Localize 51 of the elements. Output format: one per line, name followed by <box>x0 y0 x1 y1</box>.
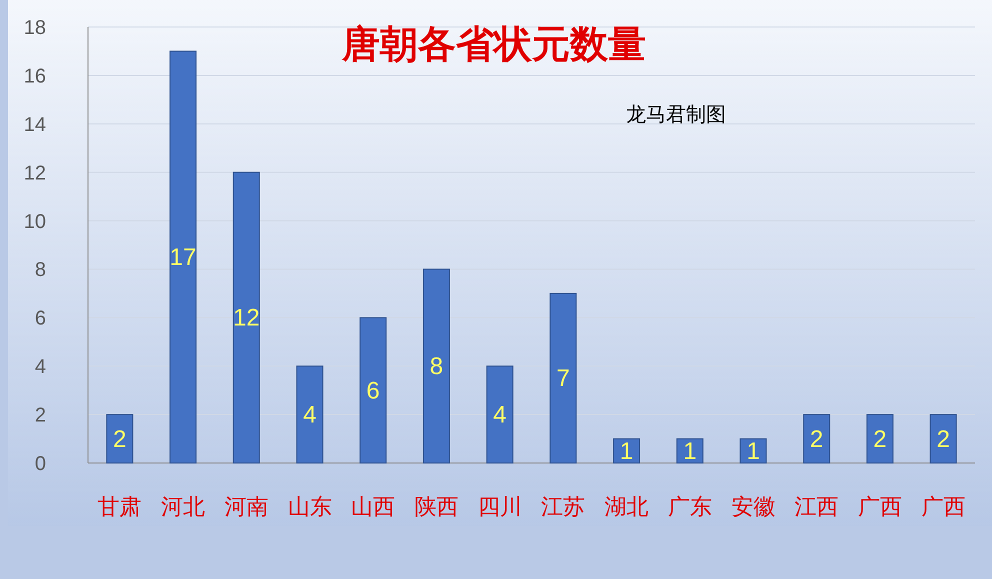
y-tick-label: 16 <box>24 65 46 88</box>
data-label: 4 <box>493 402 506 429</box>
bar <box>232 172 260 464</box>
x-tick-label: 山东 <box>288 494 332 519</box>
data-label: 2 <box>873 426 887 453</box>
data-label: 4 <box>303 402 316 429</box>
y-tick-label: 4 <box>34 356 46 378</box>
x-tick-label: 广西 <box>921 494 966 519</box>
data-label: 1 <box>746 438 760 465</box>
y-tick-label: 0 <box>34 453 46 475</box>
x-tick-label: 四川 <box>478 494 522 519</box>
data-label: 2 <box>936 426 950 453</box>
bar <box>550 292 577 464</box>
x-tick-label: 江西 <box>794 494 839 519</box>
bar <box>486 366 514 464</box>
bar <box>803 414 830 464</box>
data-label: 7 <box>556 365 570 392</box>
chart-title: 唐朝各省状元数量 <box>341 24 646 66</box>
data-label: 17 <box>170 244 196 272</box>
bar <box>106 414 134 464</box>
annotation: 龙马君制图 <box>626 104 726 126</box>
bar <box>296 366 324 464</box>
x-tick-label: 山西 <box>351 494 396 519</box>
bar <box>360 317 387 464</box>
bar <box>866 414 894 464</box>
bar <box>422 268 450 464</box>
x-tick-label: 湖北 <box>604 494 649 519</box>
x-tick-label: 甘肃 <box>98 494 142 519</box>
x-tick-label: 广西 <box>858 494 902 519</box>
data-label: 1 <box>620 438 634 465</box>
x-tick-label: 陕西 <box>414 494 458 519</box>
data-label: 8 <box>430 353 444 380</box>
y-tick-label: 12 <box>24 162 46 184</box>
x-tick-label: 河南 <box>224 494 268 519</box>
data-label: 2 <box>113 426 126 453</box>
y-tick-label: 18 <box>24 17 46 39</box>
bar <box>170 50 197 464</box>
y-tick-label: 6 <box>34 308 46 330</box>
y-tick-label: 2 <box>34 404 46 427</box>
x-tick-label: 广东 <box>668 494 712 519</box>
data-label: 6 <box>366 377 380 404</box>
data-label: 2 <box>810 426 824 453</box>
y-tick-label: 10 <box>24 210 46 233</box>
data-label: 1 <box>683 438 697 465</box>
data-label: 12 <box>233 304 260 332</box>
x-tick-label: 河北 <box>161 494 206 519</box>
x-tick-label: 江苏 <box>541 494 586 519</box>
y-tick-label: 8 <box>34 259 46 282</box>
x-tick-label: 安徽 <box>731 494 776 519</box>
bar <box>930 414 957 464</box>
y-tick-label: 14 <box>24 114 46 136</box>
